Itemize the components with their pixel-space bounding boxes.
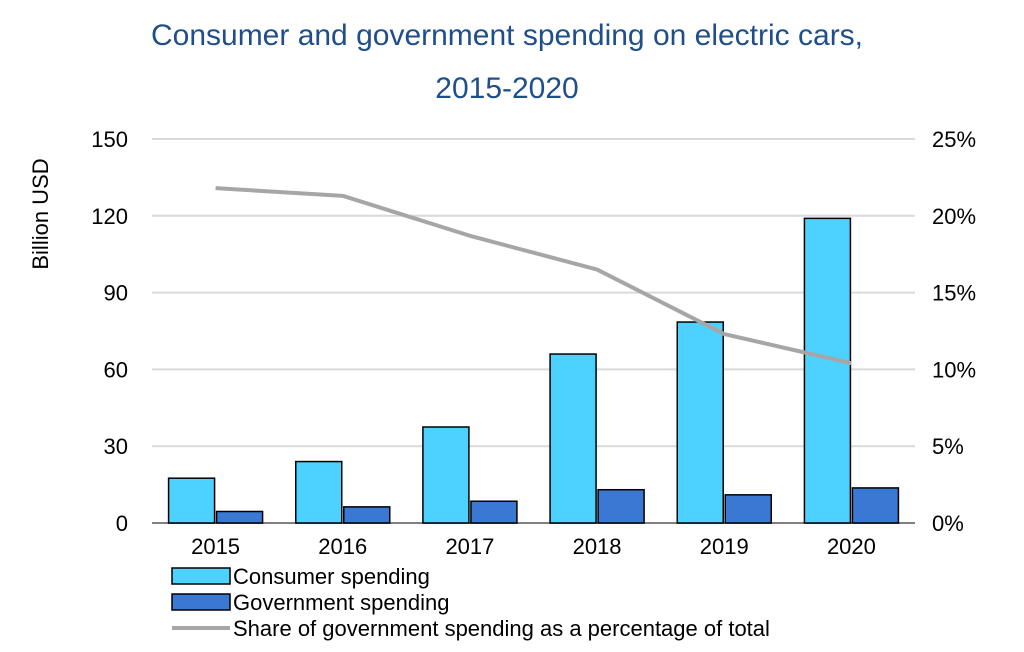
government-spending-bar (597, 488, 645, 524)
y2-tick-label: 0% (932, 511, 964, 536)
chart-title-line2: 2015-2020 (435, 72, 578, 105)
share-of-government-spending-line (215, 186, 852, 366)
y-tick-label: 30 (104, 434, 128, 459)
government-spending-bar (470, 500, 518, 524)
legend-swatch-government (171, 593, 231, 611)
x-tick-label: 2017 (445, 534, 494, 559)
y2-tick-label: 5% (932, 434, 964, 459)
government-spending-bar (343, 506, 391, 524)
share-line (215, 186, 852, 366)
consumer-spending-bar (295, 460, 343, 524)
gridlines (152, 138, 915, 524)
y-tick-label: 120 (91, 204, 128, 229)
y2-tick-label: 10% (932, 357, 976, 382)
chart-title-line1: Consumer and government spending on elec… (151, 19, 863, 52)
y-tick-label: 150 (91, 127, 128, 152)
consumer-spending-bar (803, 217, 852, 524)
government-spending-bar (851, 487, 900, 524)
axis-ticks: 0 30 60 90 120 150 0% 5% 10% 15% 20% 25% 2015 2016 201… (91, 127, 976, 559)
legend-label: Government spending (233, 590, 449, 615)
x-tick-label: 2015 (191, 534, 240, 559)
y2-tick-label: 25% (932, 127, 976, 152)
government-spending-bar (215, 510, 264, 524)
y-tick-label: 90 (104, 281, 128, 306)
y-tick-label: 0 (116, 511, 128, 536)
x-tick-label: 2018 (573, 534, 622, 559)
y-tick-label: 60 (104, 357, 128, 382)
bars (167, 217, 900, 524)
legend-label: Consumer spending (233, 564, 430, 589)
consumer-spending-bar (167, 477, 216, 524)
x-tick-label: 2020 (827, 534, 876, 559)
x-tick-label: 2016 (318, 534, 367, 559)
legend-label: Share of government spending as a percen… (233, 616, 770, 641)
consumer-spending-bar (549, 353, 597, 524)
y-axis-label: Billion USD (28, 158, 53, 269)
y2-tick-label: 20% (932, 204, 976, 229)
government-spending-bar (724, 494, 772, 524)
consumer-spending-bar (422, 426, 470, 524)
y2-tick-label: 15% (932, 281, 976, 306)
legend-swatch-consumer (171, 567, 231, 585)
x-tick-label: 2019 (700, 534, 749, 559)
consumer-spending-bar (676, 321, 724, 524)
